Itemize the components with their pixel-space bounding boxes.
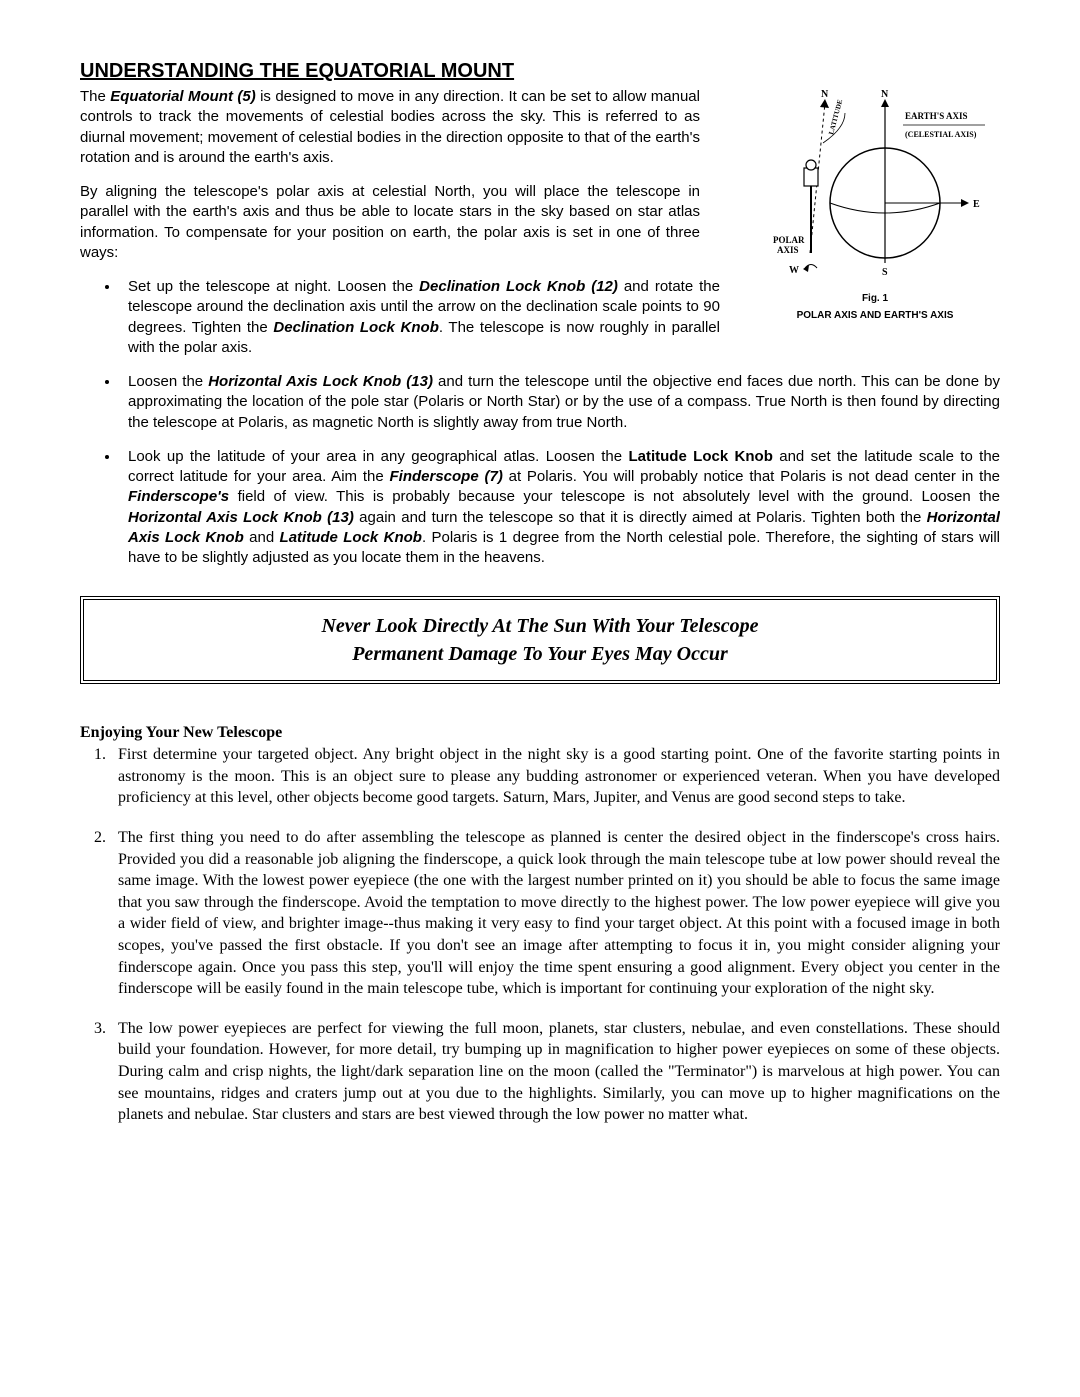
list-item: First determine your targeted object. An…	[110, 744, 1000, 809]
text: again and turn the telescope so that it …	[354, 509, 927, 526]
list-item: Loosen the Horizontal Axis Lock Knob (13…	[120, 372, 1000, 433]
enjoy-heading: Enjoying Your New Telescope	[80, 724, 1000, 742]
polar-axis-diagram: N N E S W EARTH'S AXIS (CELESTIAL AXIS) …	[755, 87, 995, 283]
list-item: Set up the telescope at night. Loosen th…	[120, 277, 720, 358]
label-earth-axis: EARTH'S AXIS	[905, 111, 967, 121]
list-item: The low power eyepieces are perfect for …	[110, 1018, 1000, 1126]
warning-line-1: Never Look Directly At The Sun With Your…	[104, 612, 976, 640]
page-title: UNDERSTANDING THE EQUATORIAL MOUNT	[80, 60, 1000, 83]
text: Set up the telescope at night. Loosen th…	[128, 278, 419, 295]
list-item: The first thing you need to do after ass…	[110, 827, 1000, 1000]
label-s: S	[882, 267, 888, 278]
text: at Polaris. You will probably notice tha…	[503, 468, 1000, 485]
text: and	[244, 529, 280, 546]
label-axis: AXIS	[777, 245, 799, 255]
text: field of view. This is probably because …	[229, 488, 1000, 505]
label-n1: N	[821, 89, 829, 100]
enjoy-list: First determine your targeted object. An…	[110, 744, 1000, 1126]
ref: Finderscope (7)	[390, 468, 503, 485]
ref: Latitude Lock Knob	[628, 448, 772, 465]
warning-line-2: Permanent Damage To Your Eyes May Occur	[104, 640, 976, 668]
figure-caption-2: POLAR AXIS AND EARTH'S AXIS	[750, 309, 1000, 322]
document-page: UNDERSTANDING THE EQUATORIAL MOUNT	[80, 60, 1000, 1126]
list-item: Look up the latitude of your area in any…	[120, 447, 1000, 569]
label-polar: POLAR	[773, 235, 805, 245]
label-e: E	[973, 199, 980, 210]
ref: Finderscope's	[128, 488, 229, 505]
intro-section: N N E S W EARTH'S AXIS (CELESTIAL AXIS) …	[80, 87, 1000, 586]
warning-box: Never Look Directly At The Sun With Your…	[80, 596, 1000, 684]
text: Look up the latitude of your area in any…	[128, 448, 628, 465]
figure-caption-1: Fig. 1	[750, 292, 1000, 305]
ref: Latitude Lock Knob	[280, 529, 422, 546]
intro-paragraph-1: The Equatorial Mount (5) is designed to …	[80, 87, 700, 168]
ref: Horizontal Axis Lock Knob (13)	[128, 509, 354, 526]
ref: Declination Lock Knob	[273, 319, 438, 336]
text: The	[80, 88, 110, 105]
ref-equatorial-mount: Equatorial Mount (5)	[110, 88, 255, 105]
ref: Horizontal Axis Lock Knob (13)	[208, 373, 433, 390]
label-celestial: (CELESTIAL AXIS)	[905, 130, 977, 139]
label-latitude: LATITUDE	[827, 98, 844, 135]
text: Loosen the	[128, 373, 208, 390]
figure-1: N N E S W EARTH'S AXIS (CELESTIAL AXIS) …	[750, 87, 1000, 322]
intro-paragraph-2: By aligning the telescope's polar axis a…	[80, 182, 700, 263]
label-w: W	[789, 265, 799, 276]
ref: Declination Lock Knob (12)	[419, 278, 618, 295]
label-n2: N	[881, 89, 889, 100]
